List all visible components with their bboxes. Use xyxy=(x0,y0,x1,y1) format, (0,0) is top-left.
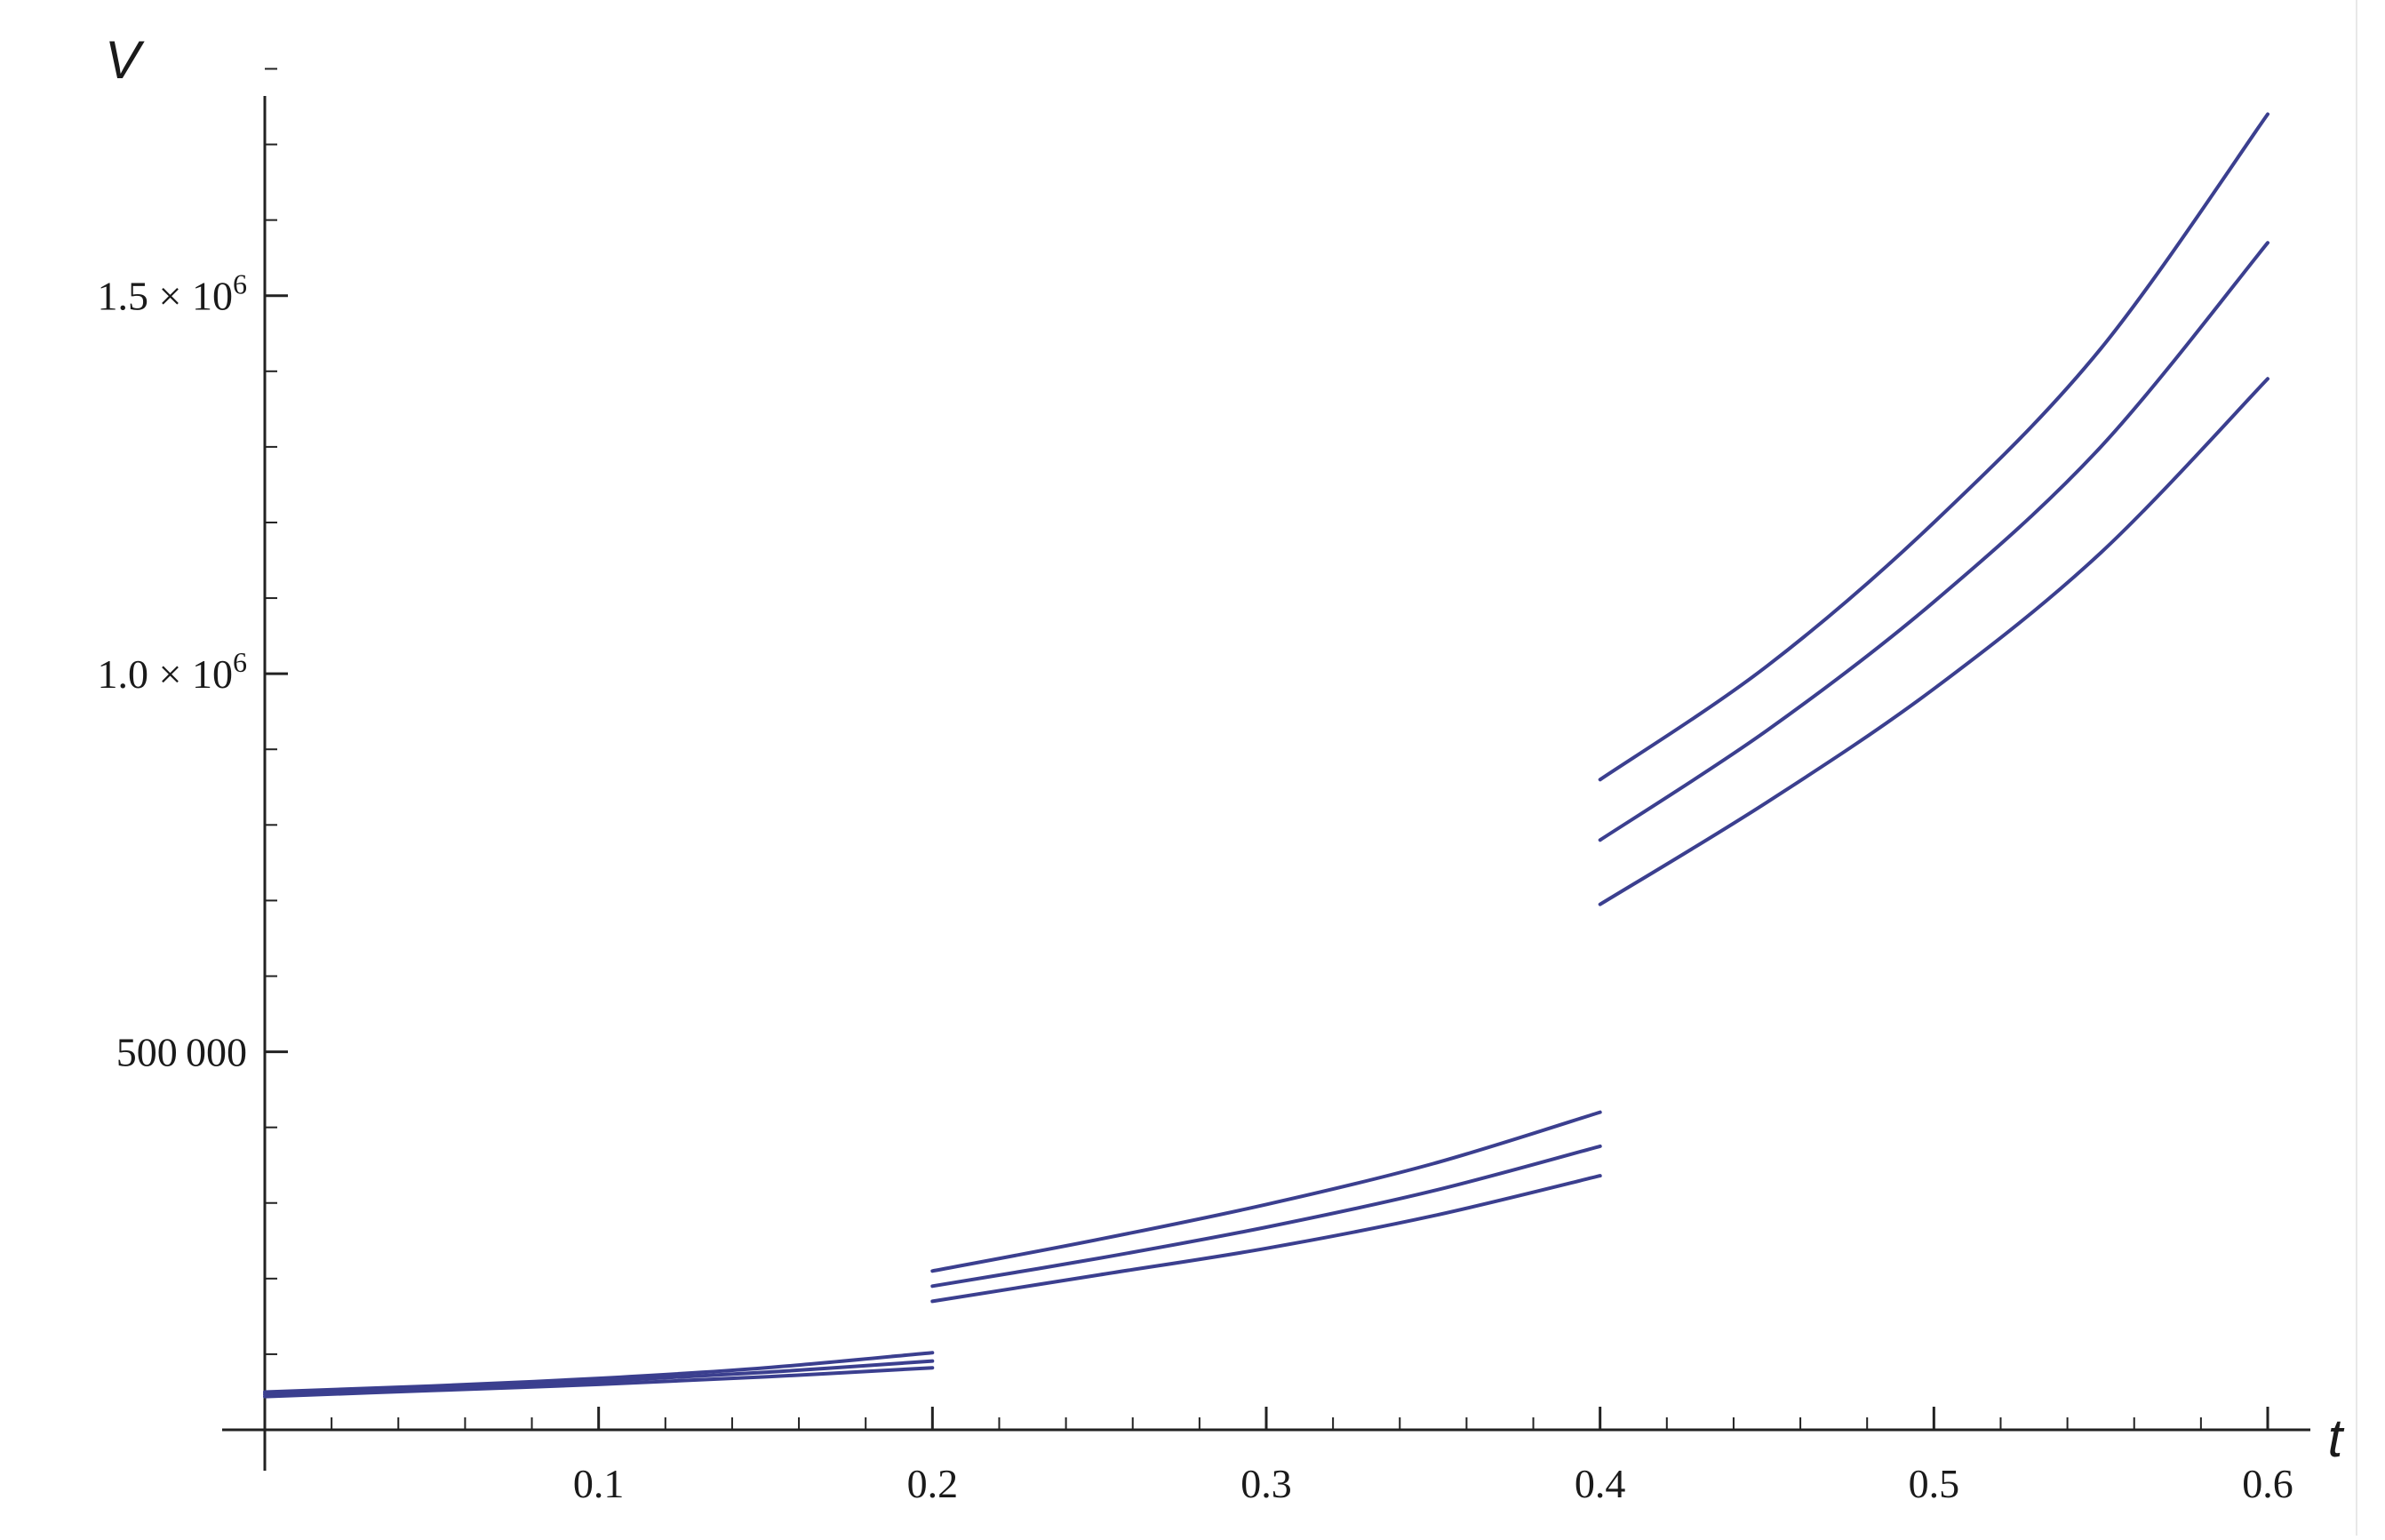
minor-ticks xyxy=(265,68,2202,1430)
x-axis-title: t xyxy=(2328,1408,2345,1468)
x-tick-label: 0.1 xyxy=(573,1461,625,1506)
series-line-3 xyxy=(263,377,2269,1399)
series-layer xyxy=(263,112,2269,1399)
x-tick-label: 0.3 xyxy=(1240,1461,1292,1506)
series-1-segment-2 xyxy=(930,1110,1602,1273)
x-tick-label: 0.5 xyxy=(1909,1461,1960,1506)
series-3-segment-1 xyxy=(263,1366,935,1399)
series-line-2 xyxy=(263,241,2269,1396)
series-1-segment-3 xyxy=(1598,112,2269,782)
y-tick-labels: 500 000 1.0 × 106 1.5 × 106 xyxy=(98,268,247,1075)
series-1-segment-1 xyxy=(263,1351,935,1394)
major-ticks xyxy=(265,294,2269,1430)
series-2-segment-1 xyxy=(263,1359,935,1396)
series-3-segment-2 xyxy=(930,1174,1602,1304)
x-tick-labels: 0.1 0.2 0.3 0.4 0.5 0.6 xyxy=(573,1461,2293,1506)
x-tick-label: 0.4 xyxy=(1575,1461,1626,1506)
y-axis-title: V xyxy=(105,30,145,90)
series-2-segment-3 xyxy=(1598,241,2269,842)
series-2-segment-2 xyxy=(930,1144,1602,1289)
x-tick-label: 0.2 xyxy=(907,1461,959,1506)
y-tick-label: 1.5 × 106 xyxy=(98,268,247,319)
series-line-1 xyxy=(263,112,2269,1394)
series-3-segment-3 xyxy=(1598,377,2269,906)
y-tick-label: 500 000 xyxy=(116,1030,247,1075)
y-tick-label: 1.0 × 106 xyxy=(98,646,247,697)
x-tick-label: 0.6 xyxy=(2242,1461,2293,1506)
